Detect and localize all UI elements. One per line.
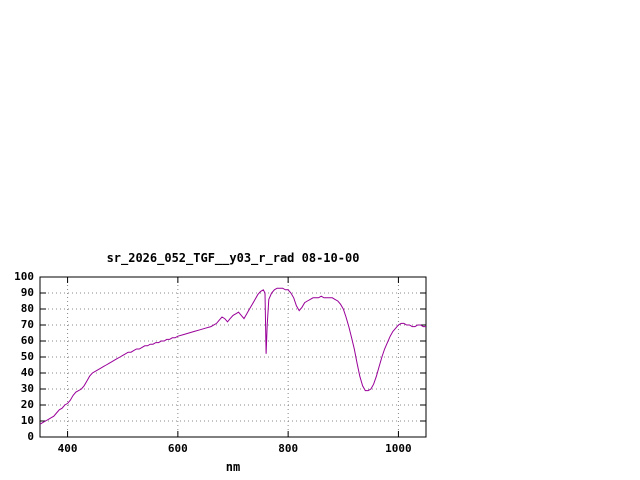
x-tick-label: 600	[167, 442, 188, 455]
y-tick-label: 0	[27, 430, 34, 443]
y-tick-label: 10	[20, 414, 34, 427]
y-tick-label: 20	[20, 398, 34, 411]
x-tick-label: 800	[278, 442, 299, 455]
y-tick-label: 50	[20, 350, 34, 363]
y-tick-label: 70	[20, 318, 34, 331]
y-tick-label: 30	[20, 382, 34, 395]
x-tick-label: 1000	[385, 442, 412, 455]
y-tick-label: 40	[20, 366, 34, 379]
y-tick-label: 60	[20, 334, 34, 347]
y-tick-label: 90	[20, 286, 34, 299]
x-axis-label: nm	[225, 460, 241, 474]
y-tick-label: 100	[14, 270, 34, 283]
series-line	[39, 287, 426, 425]
chart-title: sr_2026_052_TGF__y03_r_rad 08-10-00	[106, 251, 360, 265]
x-tick-label: 400	[57, 442, 78, 455]
y-tick-label: 80	[20, 302, 34, 315]
